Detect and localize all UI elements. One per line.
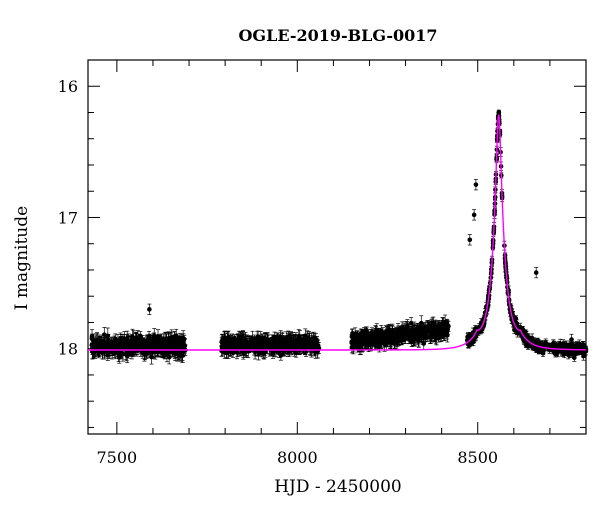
chart-title: OGLE-2019-BLG-0017 bbox=[238, 26, 437, 45]
data-point bbox=[474, 179, 479, 189]
observations-series bbox=[89, 110, 588, 364]
y-tick-label: 17 bbox=[58, 208, 78, 227]
x-tick-label: 8500 bbox=[457, 448, 498, 467]
data-point bbox=[147, 304, 152, 314]
model-curve bbox=[88, 115, 586, 350]
y-axis-title: I magnitude bbox=[12, 206, 32, 310]
plot-frame bbox=[88, 60, 586, 434]
x-tick-label: 7500 bbox=[97, 448, 138, 467]
x-tick-label: 8000 bbox=[277, 448, 318, 467]
y-tick-label: 18 bbox=[58, 340, 78, 359]
data-point bbox=[468, 235, 473, 245]
plot-area: 7500 8000 8500 16 17 18 bbox=[58, 60, 589, 467]
x-axis-title: HJD - 2450000 bbox=[274, 477, 402, 497]
data-point bbox=[472, 210, 477, 220]
data-point bbox=[534, 267, 539, 277]
y-tick-label: 16 bbox=[58, 77, 78, 96]
